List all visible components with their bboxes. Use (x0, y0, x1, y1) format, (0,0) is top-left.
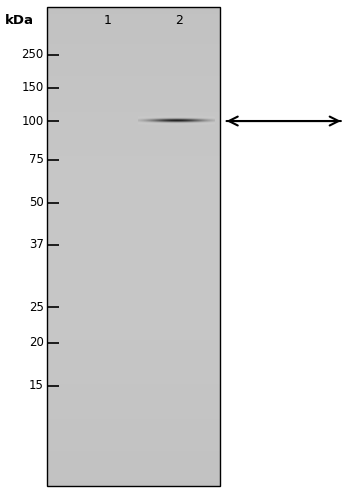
Text: 37: 37 (29, 239, 44, 251)
Text: 20: 20 (29, 336, 44, 349)
Text: 100: 100 (21, 115, 44, 127)
Text: 15: 15 (29, 379, 44, 392)
Bar (47, 7, 220, 486)
Text: kDa: kDa (5, 14, 34, 27)
Text: 50: 50 (29, 196, 44, 209)
Text: 25: 25 (29, 301, 44, 314)
Text: 150: 150 (21, 81, 44, 94)
Text: 75: 75 (29, 153, 44, 166)
Text: 2: 2 (175, 14, 183, 27)
Text: 1: 1 (103, 14, 111, 27)
Text: 250: 250 (21, 48, 44, 61)
